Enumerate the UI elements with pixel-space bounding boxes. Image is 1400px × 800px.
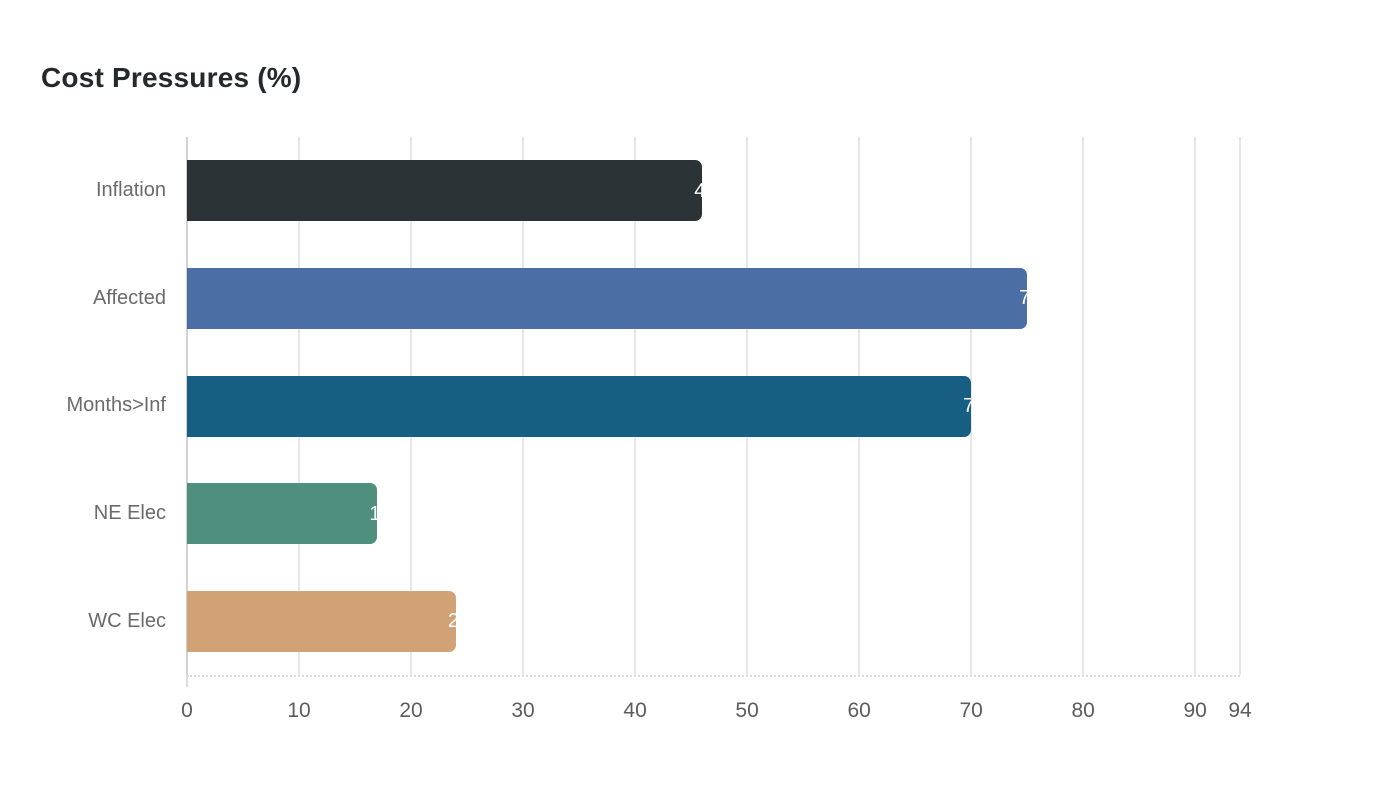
bar-value-label: 17 — [369, 502, 378, 525]
bar[interactable]: 17 — [187, 483, 378, 545]
x-tick-label: 40 — [623, 699, 647, 722]
y-axis: Inflation Affected Months>Inf NE Elec WC Ele… — [0, 137, 166, 675]
chart-title: Cost Pressures (%) — [41, 62, 302, 93]
bar-value-label: 24 — [447, 610, 456, 633]
bar[interactable]: 70 — [187, 375, 972, 437]
x-tick-label: 0 — [181, 699, 193, 722]
x-tick-label: 60 — [847, 699, 871, 722]
x-tick-label: 94 — [1228, 699, 1252, 722]
gridline — [1194, 137, 1197, 675]
gridline — [970, 137, 973, 675]
gridline — [1082, 137, 1085, 675]
x-tick-label: 70 — [959, 699, 983, 722]
x-tick-label: 80 — [1071, 699, 1095, 722]
category-label: WC Elec — [88, 609, 166, 632]
x-tick-label: 90 — [1183, 699, 1207, 722]
plot-area: 46 75 70 17 24 — [186, 137, 1241, 687]
bar[interactable]: 75 — [187, 267, 1028, 329]
zero-tick-mark — [186, 675, 188, 687]
bar[interactable]: 24 — [187, 590, 456, 652]
category-label: NE Elec — [93, 502, 166, 525]
category-label: Affected — [92, 286, 166, 309]
x-tick-label: 20 — [399, 699, 423, 722]
x-tick-label: 30 — [511, 699, 535, 722]
bar-value-label: 75 — [1019, 287, 1028, 310]
bar-value-label: 70 — [963, 395, 972, 417]
bar-value-label: 46 — [694, 179, 703, 202]
category-label: Inflation — [95, 179, 166, 202]
x-axis: 0 10 20 30 40 50 60 70 80 90 94 — [181, 699, 1252, 729]
x-tick-label: 10 — [287, 699, 311, 722]
bar[interactable]: 46 — [187, 160, 703, 222]
x-tick-label: 50 — [735, 699, 759, 722]
category-label: Months>Inf — [66, 394, 166, 417]
gridline — [1239, 137, 1241, 675]
